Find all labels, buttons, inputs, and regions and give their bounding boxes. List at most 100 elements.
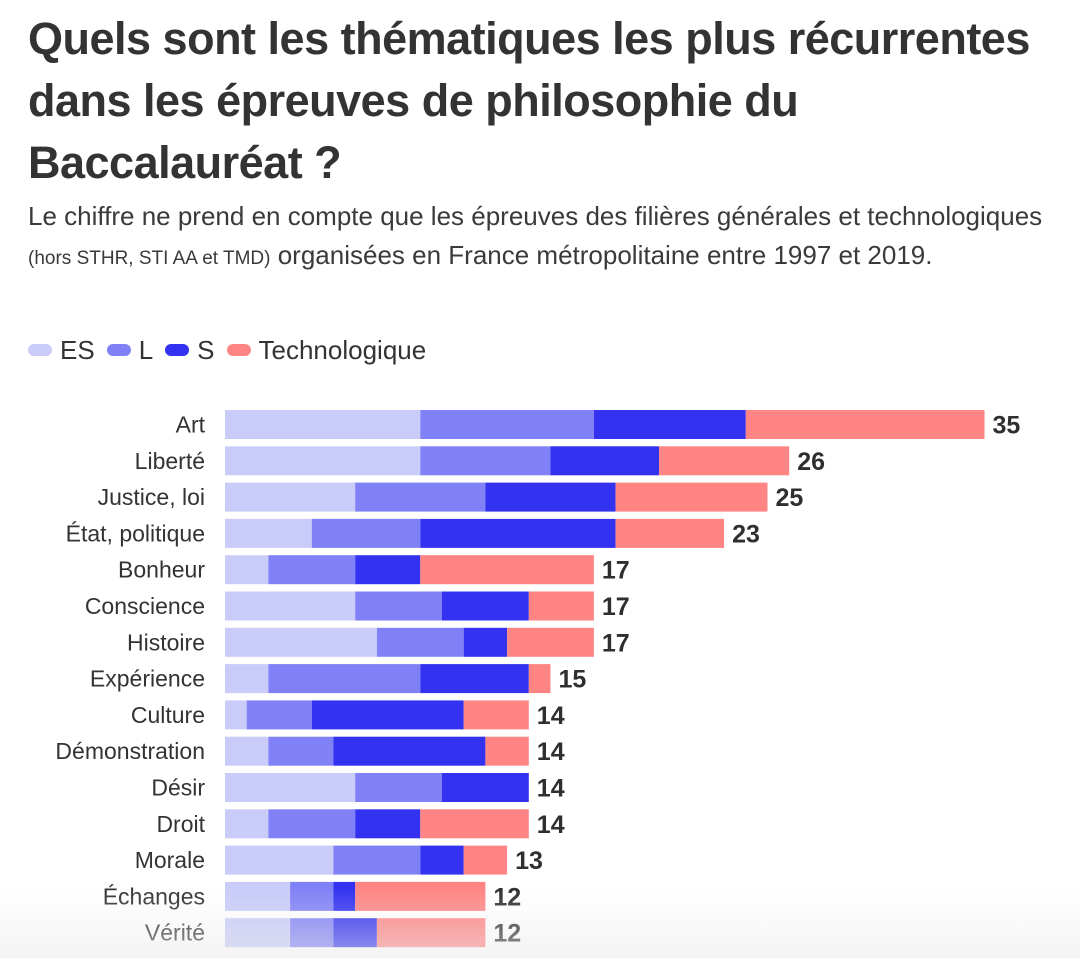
bar-culture-s[interactable]: [311, 700, 464, 730]
bar-culture-technologique[interactable]: [463, 700, 529, 730]
bar-art-technologique[interactable]: [745, 410, 985, 439]
total-label-verite: 12: [493, 920, 521, 948]
category-label-art: Art: [176, 412, 206, 438]
total-label-etat-politique: 23: [732, 520, 760, 548]
legend-item-s[interactable]: S: [165, 334, 215, 366]
bar-droit-l[interactable]: [268, 809, 356, 839]
bar-morale-l[interactable]: [333, 845, 421, 875]
bar-verite-technologique[interactable]: [376, 918, 486, 948]
legend-swatch-es: [28, 344, 52, 356]
total-label-demonstration: 14: [537, 738, 565, 766]
bar-demonstration-technologique[interactable]: [485, 736, 529, 766]
bar-echanges-technologique[interactable]: [355, 881, 486, 911]
bar-experience-l[interactable]: [268, 664, 421, 694]
bar-demonstration-l[interactable]: [268, 736, 334, 766]
subtitle-note: (hors STHR, STI AA et TMD): [28, 248, 271, 269]
total-label-culture: 14: [537, 702, 565, 730]
bar-liberte-s[interactable]: [550, 446, 660, 476]
bar-bonheur-l[interactable]: [268, 555, 356, 585]
total-label-conscience: 17: [602, 593, 630, 621]
legend-item-l[interactable]: L: [106, 334, 154, 366]
bar-justice-loi-technologique[interactable]: [615, 482, 768, 512]
total-label-echanges: 12: [493, 883, 521, 911]
bar-bonheur-s[interactable]: [355, 555, 421, 585]
bar-echanges-es[interactable]: [225, 881, 291, 911]
bar-art-es[interactable]: [225, 410, 421, 439]
bar-culture-es[interactable]: [225, 700, 247, 730]
bar-justice-loi-l[interactable]: [355, 482, 486, 512]
total-label-desir: 14: [537, 775, 565, 803]
category-label-liberte: Liberté: [135, 448, 205, 474]
total-label-bonheur: 17: [602, 557, 630, 585]
total-label-histoire: 17: [602, 629, 630, 657]
total-label-morale: 13: [515, 847, 543, 875]
legend-label-l: L: [138, 334, 154, 365]
bar-experience-s[interactable]: [420, 664, 529, 694]
bar-conscience-technologique[interactable]: [528, 591, 594, 621]
legend-label-s: S: [197, 334, 215, 365]
category-label-droit: Droit: [156, 811, 205, 837]
bar-experience-technologique[interactable]: [528, 664, 551, 694]
bar-liberte-l[interactable]: [420, 446, 551, 476]
bar-histoire-s[interactable]: [463, 627, 508, 657]
bar-conscience-l[interactable]: [355, 591, 442, 621]
total-label-droit: 14: [537, 811, 565, 839]
total-label-justice-loi: 25: [776, 484, 804, 512]
total-label-liberte: 26: [797, 448, 825, 476]
bar-morale-es[interactable]: [225, 845, 334, 875]
bar-desir-s[interactable]: [442, 773, 529, 802]
bar-bonheur-technologique[interactable]: [420, 555, 594, 585]
chart-subtitle: Le chiffre ne prend en compte que les ép…: [28, 197, 1058, 278]
bar-etat-politique-s[interactable]: [420, 518, 616, 548]
bar-morale-s[interactable]: [420, 845, 464, 875]
category-label-etat-politique: État, politique: [66, 520, 205, 546]
bar-verite-s[interactable]: [333, 918, 377, 948]
bar-histoire-technologique[interactable]: [507, 627, 594, 657]
bar-histoire-l[interactable]: [376, 627, 464, 657]
bar-echanges-l[interactable]: [290, 881, 334, 911]
bar-bonheur-es[interactable]: [225, 555, 269, 585]
bar-morale-technologique[interactable]: [463, 845, 508, 875]
bar-liberte-technologique[interactable]: [659, 446, 790, 476]
legend-label-technologique: Technologique: [258, 334, 427, 365]
bar-art-s[interactable]: [593, 410, 746, 439]
bar-etat-politique-technologique[interactable]: [615, 518, 725, 548]
bar-justice-loi-s[interactable]: [485, 482, 616, 512]
bar-demonstration-es[interactable]: [225, 736, 269, 766]
bar-droit-technologique[interactable]: [420, 809, 529, 839]
bar-desir-es[interactable]: [225, 773, 356, 802]
category-label-bonheur: Bonheur: [118, 557, 205, 583]
bar-histoire-es[interactable]: [225, 627, 377, 657]
bar-art-l[interactable]: [420, 410, 594, 439]
bar-etat-politique-l[interactable]: [311, 518, 421, 548]
total-label-art: 35: [993, 412, 1021, 440]
bar-conscience-es[interactable]: [225, 591, 356, 621]
bar-droit-es[interactable]: [225, 809, 269, 839]
category-label-desir: Désir: [151, 775, 205, 801]
category-label-echanges: Échanges: [103, 883, 205, 909]
bar-conscience-s[interactable]: [442, 591, 529, 621]
total-label-experience: 15: [559, 666, 587, 694]
category-label-culture: Culture: [131, 702, 205, 728]
legend-item-technologique[interactable]: Technologique: [226, 334, 427, 366]
category-label-histoire: Histoire: [127, 629, 205, 655]
bar-culture-l[interactable]: [246, 700, 312, 730]
category-label-justice-loi: Justice, loi: [98, 484, 205, 510]
category-label-experience: Expérience: [90, 666, 205, 692]
bar-echanges-s[interactable]: [333, 881, 356, 911]
bar-verite-l[interactable]: [290, 918, 334, 948]
bar-etat-politique-es[interactable]: [225, 518, 312, 548]
bar-justice-loi-es[interactable]: [225, 482, 356, 512]
bar-liberte-es[interactable]: [225, 446, 421, 476]
category-label-verite: Vérité: [145, 920, 205, 946]
bar-experience-es[interactable]: [225, 664, 269, 694]
subtitle-text: Le chiffre ne prend en compte que les ép…: [28, 201, 1043, 231]
bar-droit-s[interactable]: [355, 809, 421, 839]
chart-title: Quels sont les thématiques les plus récu…: [28, 13, 1030, 188]
bar-demonstration-s[interactable]: [333, 736, 486, 766]
legend-item-es[interactable]: ES: [28, 335, 95, 366]
legend-label-es: ES: [60, 334, 95, 365]
bar-desir-l[interactable]: [355, 773, 442, 802]
bar-verite-es[interactable]: [225, 918, 291, 948]
